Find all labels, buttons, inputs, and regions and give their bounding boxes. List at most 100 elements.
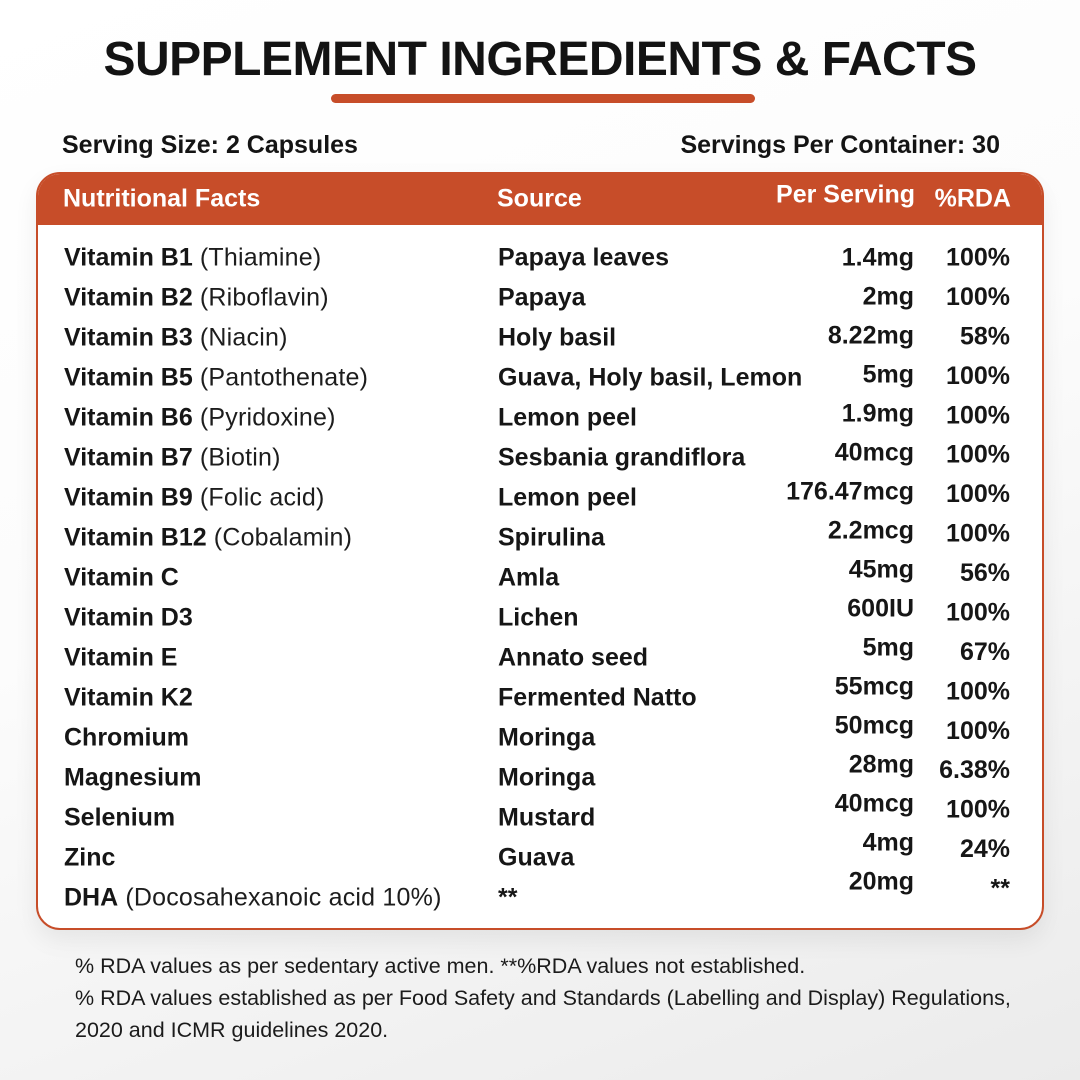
table-row: Vitamin B9 (Folic acid) Lemon peel 176.47m… <box>38 478 1042 518</box>
rda-value: 100% <box>946 282 1010 311</box>
table-row: Vitamin B2 (Riboflavin) Papaya 2mg 100% <box>38 278 1042 318</box>
serving-info: Serving Size: 2 Capsules Servings Per Co… <box>62 131 1000 160</box>
footnote-line: % RDA values as per sedentary active men… <box>75 954 806 978</box>
table-row: Vitamin B1 (Thiamine) Papaya leaves 1.4mg 1… <box>38 238 1042 278</box>
per-serving-value: 8.22mg <box>827 321 914 350</box>
nutrient-source: Papaya leaves <box>498 243 669 272</box>
nutrient-name: Selenium <box>64 803 176 832</box>
nutrient-source: Sesbania grandiflora <box>498 443 746 472</box>
rda-value: 100% <box>946 519 1010 548</box>
table-row: Vitamin B12 (Cobalamin) Spirulina 2.2mcg 10… <box>38 516 1042 558</box>
nutrient-source: Lichen <box>498 603 579 632</box>
nutrient-name: Vitamin B6 (Pyridoxine) <box>64 403 336 432</box>
nutrient-source: Annato seed <box>498 643 649 672</box>
header-per-serving: Per Serving <box>776 180 915 209</box>
nutrient-name: Vitamin B2 (Riboflavin) <box>64 283 329 312</box>
nutrient-name: Magnesium <box>64 763 202 792</box>
table-row: Vitamin D3 Lichen 600IU 100% <box>38 594 1042 638</box>
rda-value: 24% <box>959 835 1010 864</box>
table-row: Vitamin C Amla 45mg 56% <box>38 555 1042 598</box>
rda-value: 100% <box>946 361 1010 390</box>
rda-value: 100% <box>946 440 1010 469</box>
rda-value: 100% <box>946 401 1010 430</box>
nutrient-name: Vitamin B12 (Cobalamin) <box>64 523 353 552</box>
rda-value: ** <box>990 874 1010 903</box>
servings-per-container-label: Servings Per Container: 30 <box>680 131 1000 159</box>
per-serving-value: 55mcg <box>834 672 914 701</box>
nutrient-name: Vitamin D3 <box>64 603 193 632</box>
header-source: Source <box>497 184 582 213</box>
nutrient-source: Moringa <box>498 763 596 792</box>
nutrient-name: Vitamin K2 <box>64 683 193 712</box>
nutrient-source: Lemon peel <box>498 403 637 432</box>
nutrient-name: Vitamin E <box>64 643 178 672</box>
rda-value: 67% <box>959 637 1010 666</box>
nutrient-source: Lemon peel <box>498 483 637 512</box>
nutrient-source: Holy basil <box>498 323 617 352</box>
per-serving-value: 40mcg <box>834 789 914 818</box>
nutrient-source: Amla <box>498 563 560 592</box>
header-rda: %RDA <box>934 184 1011 213</box>
table-row: Chromium Moringa 50mcg 100% <box>38 712 1042 758</box>
table-row: Zinc Guava 4mg 24% <box>38 829 1042 878</box>
nutrient-name: Vitamin C <box>64 563 179 592</box>
nutrient-name: Vitamin B1 (Thiamine) <box>64 243 322 272</box>
rda-value: 100% <box>946 795 1010 824</box>
table-row: DHA (Docosahexanoic acid 10%) ** 20mg ** <box>38 868 1042 918</box>
per-serving-value: 20mg <box>848 867 914 896</box>
nutrient-source: Guava, Holy basil, Lemon <box>498 363 803 392</box>
table-row: Vitamin B5 (Pantothenate) Guava, Holy bas… <box>38 358 1042 398</box>
table-row: Vitamin B3 (Niacin) Holy basil 8.22mg 58% <box>38 318 1042 358</box>
nutrient-name: Vitamin B7 (Biotin) <box>64 443 281 472</box>
nutrient-source: Fermented Natto <box>498 683 697 712</box>
rda-value: 56% <box>959 559 1010 588</box>
footnote-line: % RDA values established as per Food Saf… <box>75 986 1011 1042</box>
per-serving-value: 5mg <box>862 633 914 662</box>
per-serving-value: 2mg <box>862 282 914 311</box>
per-serving-value: 5mg <box>862 360 914 389</box>
supplement-facts-table: Nutritional Facts Source Per Serving %RD… <box>36 172 1044 930</box>
nutrient-source: Moringa <box>498 723 596 752</box>
per-serving-value: 600IU <box>847 594 914 623</box>
nutrient-name: Chromium <box>64 723 189 752</box>
nutrient-name: Zinc <box>64 843 116 872</box>
table-row: Vitamin B7 (Biotin) Sesbania grandiflora 4… <box>38 438 1042 478</box>
per-serving-value: 176.47mcg <box>786 477 914 506</box>
per-serving-value: 1.4mg <box>841 243 914 272</box>
table-row: Vitamin K2 Fermented Natto 55mcg 100% <box>38 673 1042 718</box>
nutrient-source: Mustard <box>498 803 596 832</box>
per-serving-value: 40mcg <box>834 438 914 467</box>
nutrient-source: Guava <box>498 843 575 872</box>
per-serving-value: 50mcg <box>834 711 914 740</box>
rda-value: 6.38% <box>939 756 1010 785</box>
table-row: Vitamin E Annato seed 5mg 67% <box>38 634 1042 678</box>
rda-value: 100% <box>946 677 1010 706</box>
nutrient-name: Vitamin B3 (Niacin) <box>64 323 288 352</box>
header-nutritional-facts: Nutritional Facts <box>63 184 261 213</box>
rda-value: 100% <box>946 480 1010 509</box>
rda-value: 100% <box>946 716 1010 745</box>
title-underline <box>331 94 755 103</box>
nutrient-name: Vitamin B9 (Folic acid) <box>64 483 325 512</box>
nutrient-name: DHA (Docosahexanoic acid 10%) <box>64 883 442 912</box>
rda-value: 100% <box>946 243 1010 272</box>
per-serving-value: 4mg <box>862 828 914 857</box>
serving-size-label: Serving Size: 2 Capsules <box>62 131 358 159</box>
rda-value: 100% <box>946 598 1010 627</box>
table-row: Magnesium Moringa 28mg 6.38% <box>38 751 1042 798</box>
footnotes: % RDA values as per sedentary active men… <box>75 950 1040 1046</box>
rda-value: 58% <box>959 322 1010 351</box>
per-serving-value: 1.9mg <box>841 399 914 428</box>
nutrient-source: Papaya <box>498 283 586 312</box>
table-row: Vitamin B6 (Pyridoxine) Lemon peel 1.9mg 10… <box>38 398 1042 438</box>
table-row: Selenium Mustard 40mcg 100% <box>38 790 1042 838</box>
nutrient-source: Spirulina <box>498 523 605 552</box>
per-serving-value: 28mg <box>848 750 914 779</box>
per-serving-value: 45mg <box>848 555 914 584</box>
table-header-bar: Nutritional Facts Source Per Serving %RD… <box>38 174 1042 225</box>
table-body: Vitamin B1 (Thiamine) Papaya leaves 1.4mg 1… <box>38 238 1042 918</box>
page-title: SUPPLEMENT INGREDIENTS & FACTS <box>103 33 977 86</box>
nutrient-source: ** <box>498 883 518 912</box>
nutrient-name: Vitamin B5 (Pantothenate) <box>64 363 369 392</box>
per-serving-value: 2.2mcg <box>827 516 914 545</box>
